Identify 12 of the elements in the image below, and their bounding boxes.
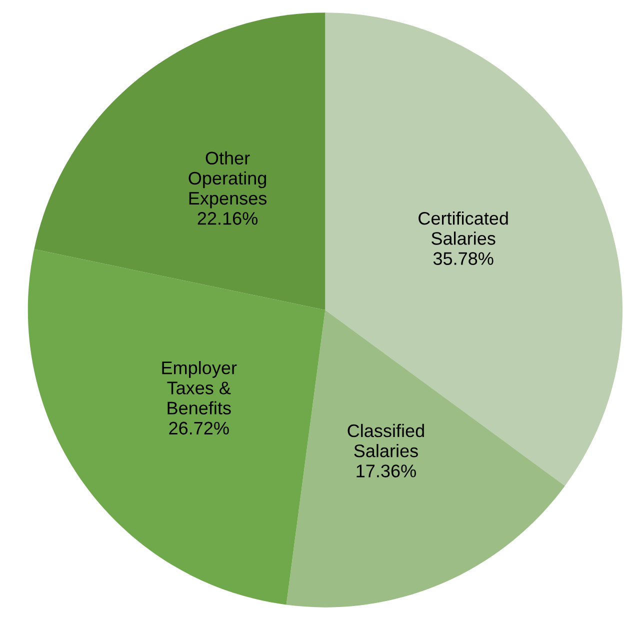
slice-label: Employer Taxes & Benefits — [162, 361, 237, 414]
slice-label: Classified Salaries — [348, 424, 424, 458]
data-label: 35.78% — [433, 252, 494, 265]
data-label: 17.36% — [356, 464, 416, 478]
slice-label: Other Operating Expenses — [188, 151, 267, 208]
pie-slice — [28, 249, 326, 605]
data-label: 22.16% — [198, 212, 258, 225]
pie-slice — [325, 12, 622, 486]
pie-slice — [286, 310, 565, 608]
pie-slice — [34, 12, 326, 310]
slice-label: Certificated Salaries — [418, 211, 508, 245]
data-label: 26.72% — [169, 422, 229, 435]
